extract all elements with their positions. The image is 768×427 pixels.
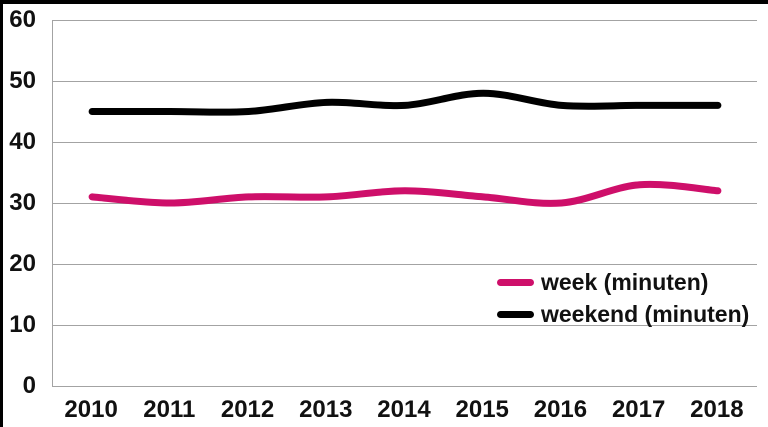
top-edge-bar — [0, 0, 768, 4]
legend-label: weekend (minuten) — [541, 301, 750, 327]
gridline-10 — [53, 325, 757, 326]
legend-line-swatch — [497, 278, 534, 286]
y-tick-label-20: 20 — [9, 250, 36, 277]
x-tick-label-2011: 2011 — [143, 396, 196, 423]
gridline-0 — [53, 386, 757, 387]
x-tick-label-2010: 2010 — [64, 396, 118, 423]
line-chart-canvas — [88, 89, 722, 207]
x-tick-label-2014: 2014 — [377, 396, 431, 423]
x-tick-label-2015: 2015 — [455, 396, 509, 423]
gridline-20 — [53, 264, 757, 265]
series-line-weekend-minuten- — [88, 89, 722, 116]
y-tick-label-0: 0 — [22, 372, 36, 399]
x-tick-label-2013: 2013 — [299, 396, 353, 423]
legend-label: week (minuten) — [541, 269, 709, 295]
plot-area — [52, 20, 757, 387]
left-edge-bar — [0, 0, 3, 427]
x-tick-label-2018: 2018 — [690, 396, 744, 423]
y-tick-label-60: 60 — [9, 6, 36, 33]
gridline-60 — [53, 20, 757, 21]
legend-line-swatch — [497, 310, 534, 318]
gridline-30 — [53, 203, 757, 204]
gridline-50 — [53, 81, 757, 82]
series-line-week-minuten- — [88, 180, 722, 207]
x-tick-label-2012: 2012 — [220, 396, 275, 423]
x-tick-label-2017: 2017 — [611, 396, 666, 423]
legend: week (minuten) weekend (minuten) — [497, 266, 749, 330]
y-tick-label-10: 10 — [9, 311, 36, 338]
gridline-40 — [53, 142, 757, 143]
legend-item: week (minuten) — [497, 266, 749, 298]
legend-item: weekend (minuten) — [497, 298, 749, 330]
x-tick-label-2016: 2016 — [533, 396, 588, 423]
y-tick-label-50: 50 — [9, 67, 36, 94]
y-tick-label-30: 30 — [9, 189, 36, 216]
y-tick-label-40: 40 — [9, 128, 36, 155]
